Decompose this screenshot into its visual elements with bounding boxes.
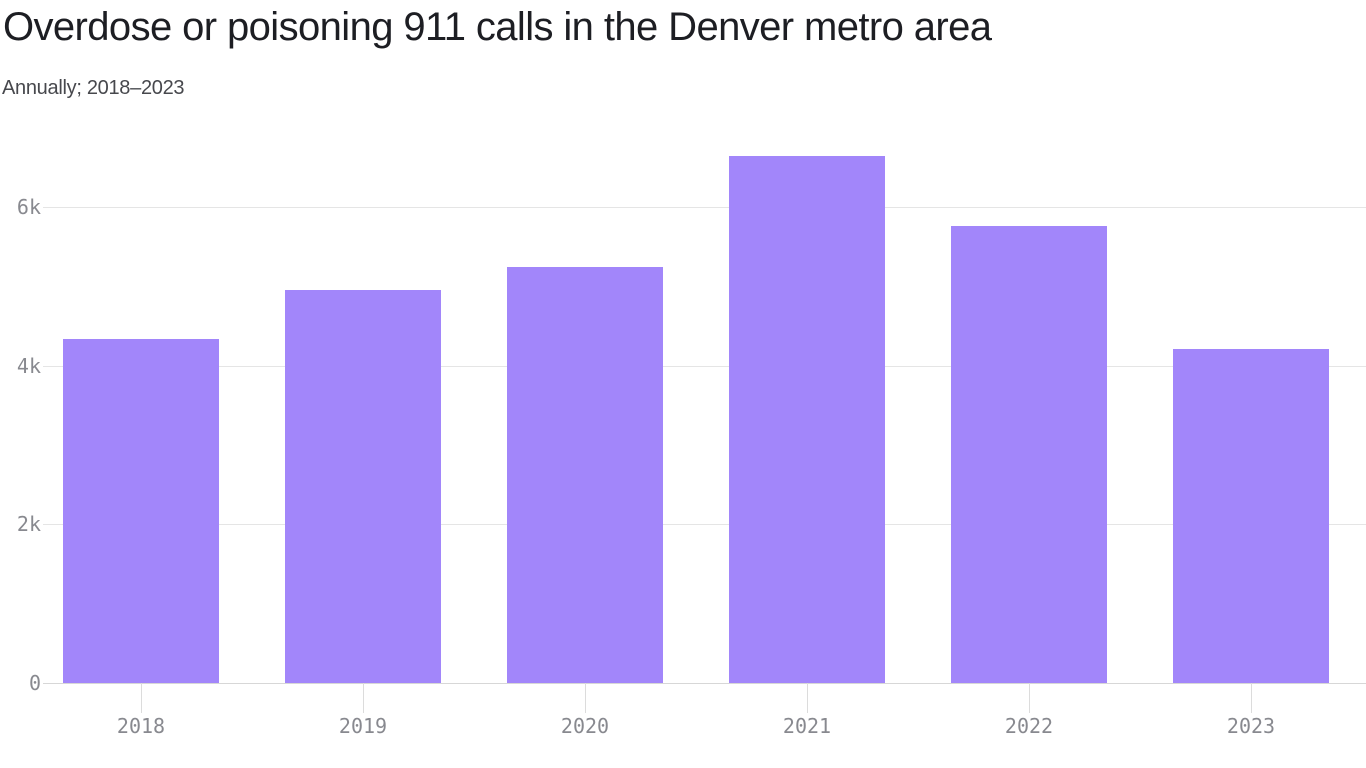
x-axis-label-2023: 2023 — [1226, 714, 1276, 738]
x-axis-label-2020: 2020 — [560, 714, 610, 738]
gridline-6k — [43, 207, 1366, 208]
x-tick-2021 — [807, 683, 808, 713]
y-axis-label-6k: 6k — [16, 195, 41, 219]
gridline-4k — [43, 366, 1366, 367]
x-tick-2019 — [363, 683, 364, 713]
gridline-0 — [43, 683, 1366, 684]
gridline-2k — [43, 524, 1366, 525]
x-axis-label-2022: 2022 — [1004, 714, 1054, 738]
y-axis-label-2k: 2k — [16, 512, 41, 536]
bar-2022 — [951, 226, 1107, 683]
bar-2020 — [507, 267, 663, 683]
y-axis-label-4k: 4k — [16, 354, 41, 378]
chart-title: Overdose or poisoning 911 calls in the D… — [3, 5, 992, 49]
x-tick-2018 — [141, 683, 142, 713]
x-tick-2020 — [585, 683, 586, 713]
x-tick-2023 — [1251, 683, 1252, 713]
bar-2023 — [1173, 349, 1329, 683]
bar-2021 — [729, 156, 885, 683]
bar-2018 — [63, 339, 219, 683]
y-axis-label-0: 0 — [28, 671, 41, 695]
chart-subtitle: Annually; 2018–2023 — [2, 77, 185, 99]
x-axis-label-2021: 2021 — [782, 714, 832, 738]
x-tick-2022 — [1029, 683, 1030, 713]
x-axis-label-2019: 2019 — [338, 714, 388, 738]
x-axis-label-2018: 2018 — [116, 714, 166, 738]
bar-2019 — [285, 290, 441, 683]
